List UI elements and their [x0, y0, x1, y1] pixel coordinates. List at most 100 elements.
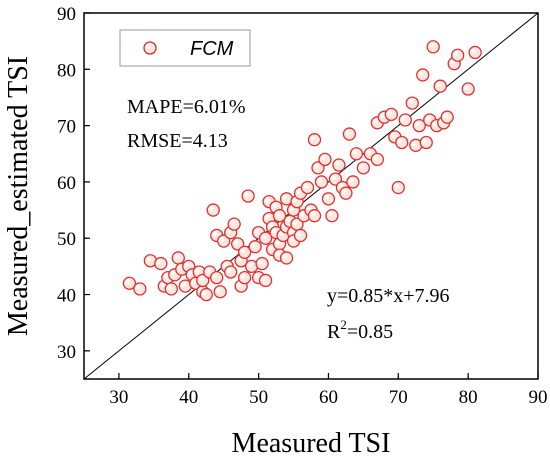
data-point-highlight: [334, 161, 340, 166]
data-point-highlight: [264, 214, 270, 220]
data-point-marker: [398, 113, 412, 127]
x-tick-label-30: 30: [109, 387, 128, 408]
r-squared-value: =0.85: [347, 321, 393, 343]
data-point-marker: [300, 180, 315, 195]
data-point: [255, 256, 269, 271]
r-squared-superscript: 2: [340, 317, 347, 332]
data-point-highlight: [464, 85, 469, 90]
data-point-highlight: [331, 175, 336, 180]
data-point-highlight: [310, 135, 315, 141]
data-point-highlight: [219, 237, 225, 242]
data-point: [293, 228, 308, 243]
regression-equation: y=0.85*x+7.96: [327, 285, 450, 307]
data-point: [231, 237, 245, 251]
data-point-marker: [237, 270, 252, 285]
x-tick-label-50: 50: [249, 387, 268, 408]
data-point-highlight: [230, 220, 235, 225]
y-tick-label-60: 60: [57, 173, 76, 194]
data-point-highlight: [240, 273, 246, 279]
data-point: [133, 282, 147, 296]
data-point-marker: [433, 79, 447, 93]
data-point-highlight: [380, 113, 385, 118]
data-point: [258, 273, 273, 288]
data-point: [237, 270, 252, 285]
data-point: [398, 113, 412, 127]
data-point-highlight: [299, 211, 305, 217]
r-squared-prefix: R: [327, 321, 341, 343]
data-point: [178, 279, 192, 293]
data-point: [440, 110, 454, 124]
data-point-highlight: [198, 276, 204, 282]
data-point-marker: [241, 189, 255, 203]
data-point-marker: [405, 96, 419, 110]
data-point-highlight: [233, 239, 239, 245]
x-tick-label-90: 90: [529, 387, 548, 408]
x-axis-label: Measured TSI: [232, 428, 391, 459]
data-point-highlight: [471, 48, 476, 54]
data-point: [451, 48, 465, 62]
data-point-marker: [332, 158, 346, 172]
data-point-highlight: [237, 282, 242, 287]
data-point: [164, 282, 178, 296]
data-point-highlight: [397, 138, 403, 144]
data-point: [279, 251, 294, 265]
data-point-highlight: [303, 183, 309, 189]
data-point-highlight: [275, 251, 281, 256]
data-point: [122, 276, 137, 290]
data-point: [171, 251, 185, 265]
data-point: [325, 209, 339, 223]
data-point-highlight: [181, 282, 186, 287]
y-tick-label-50: 50: [57, 229, 76, 250]
data-point-highlight: [390, 132, 396, 138]
data-point-marker: [258, 273, 273, 288]
data-point-highlight: [202, 290, 207, 296]
data-point-highlight: [226, 228, 232, 234]
data-point-marker: [416, 68, 430, 82]
data-point: [272, 209, 287, 223]
data-point-highlight: [443, 113, 448, 118]
y-axis-label: Measured_estimated TSI: [3, 56, 34, 336]
data-point: [227, 217, 241, 231]
data-point-highlight: [275, 211, 281, 217]
data-point-highlight: [366, 149, 371, 155]
data-point-highlight: [163, 273, 169, 279]
data-point: [311, 161, 325, 175]
data-point: [416, 68, 430, 82]
data-point-marker: [451, 48, 465, 62]
y-tick-label-70: 70: [57, 117, 76, 138]
data-point-marker: [164, 282, 178, 296]
data-point-highlight: [177, 265, 183, 270]
data-point-highlight: [387, 110, 392, 116]
legend: FCM: [119, 29, 251, 67]
data-point: [426, 40, 440, 54]
data-point: [395, 135, 409, 150]
data-point-highlight: [422, 138, 427, 144]
data-point: [300, 180, 315, 195]
data-point: [405, 96, 419, 110]
data-point-marker: [171, 251, 185, 265]
data-point-highlight: [188, 270, 193, 276]
x-tick-label-60: 60: [319, 387, 338, 408]
data-point-highlight: [310, 211, 315, 217]
y-axis-ticks: 30 40 50 60 70 80 90: [57, 4, 90, 363]
data-point-marker: [248, 240, 262, 254]
data-point-marker: [206, 203, 220, 217]
data-point-marker: [395, 135, 409, 150]
data-point-marker: [370, 152, 385, 167]
data-point-highlight: [251, 242, 256, 248]
data-point-marker: [213, 285, 227, 299]
data-point: [143, 254, 158, 268]
data-point-marker: [342, 127, 357, 141]
data-point: [349, 147, 364, 161]
data-point: [210, 270, 224, 285]
data-point-marker: [154, 256, 168, 271]
data-point-highlight: [289, 237, 295, 242]
data-point-marker: [391, 180, 405, 195]
legend-box: [119, 29, 251, 67]
data-point: [318, 152, 332, 167]
data-point-highlight: [271, 228, 277, 234]
data-point-highlight: [289, 228, 295, 234]
data-point: [217, 234, 231, 248]
data-point-highlight: [254, 228, 260, 234]
data-point-highlight: [296, 231, 302, 237]
